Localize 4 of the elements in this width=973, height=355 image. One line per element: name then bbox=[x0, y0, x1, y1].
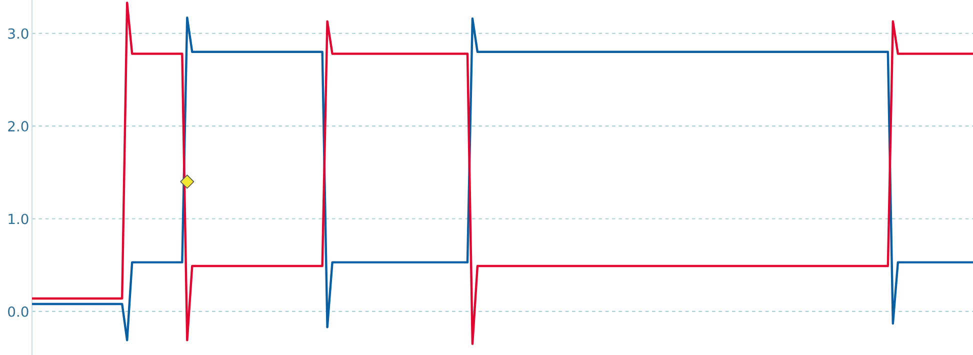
y-tick-label: 2.0 bbox=[8, 121, 28, 132]
y-tick-label: 3.0 bbox=[8, 28, 28, 39]
y-tick-label: 1.0 bbox=[8, 214, 28, 224]
y-tick-label: 0.0 bbox=[8, 306, 28, 317]
